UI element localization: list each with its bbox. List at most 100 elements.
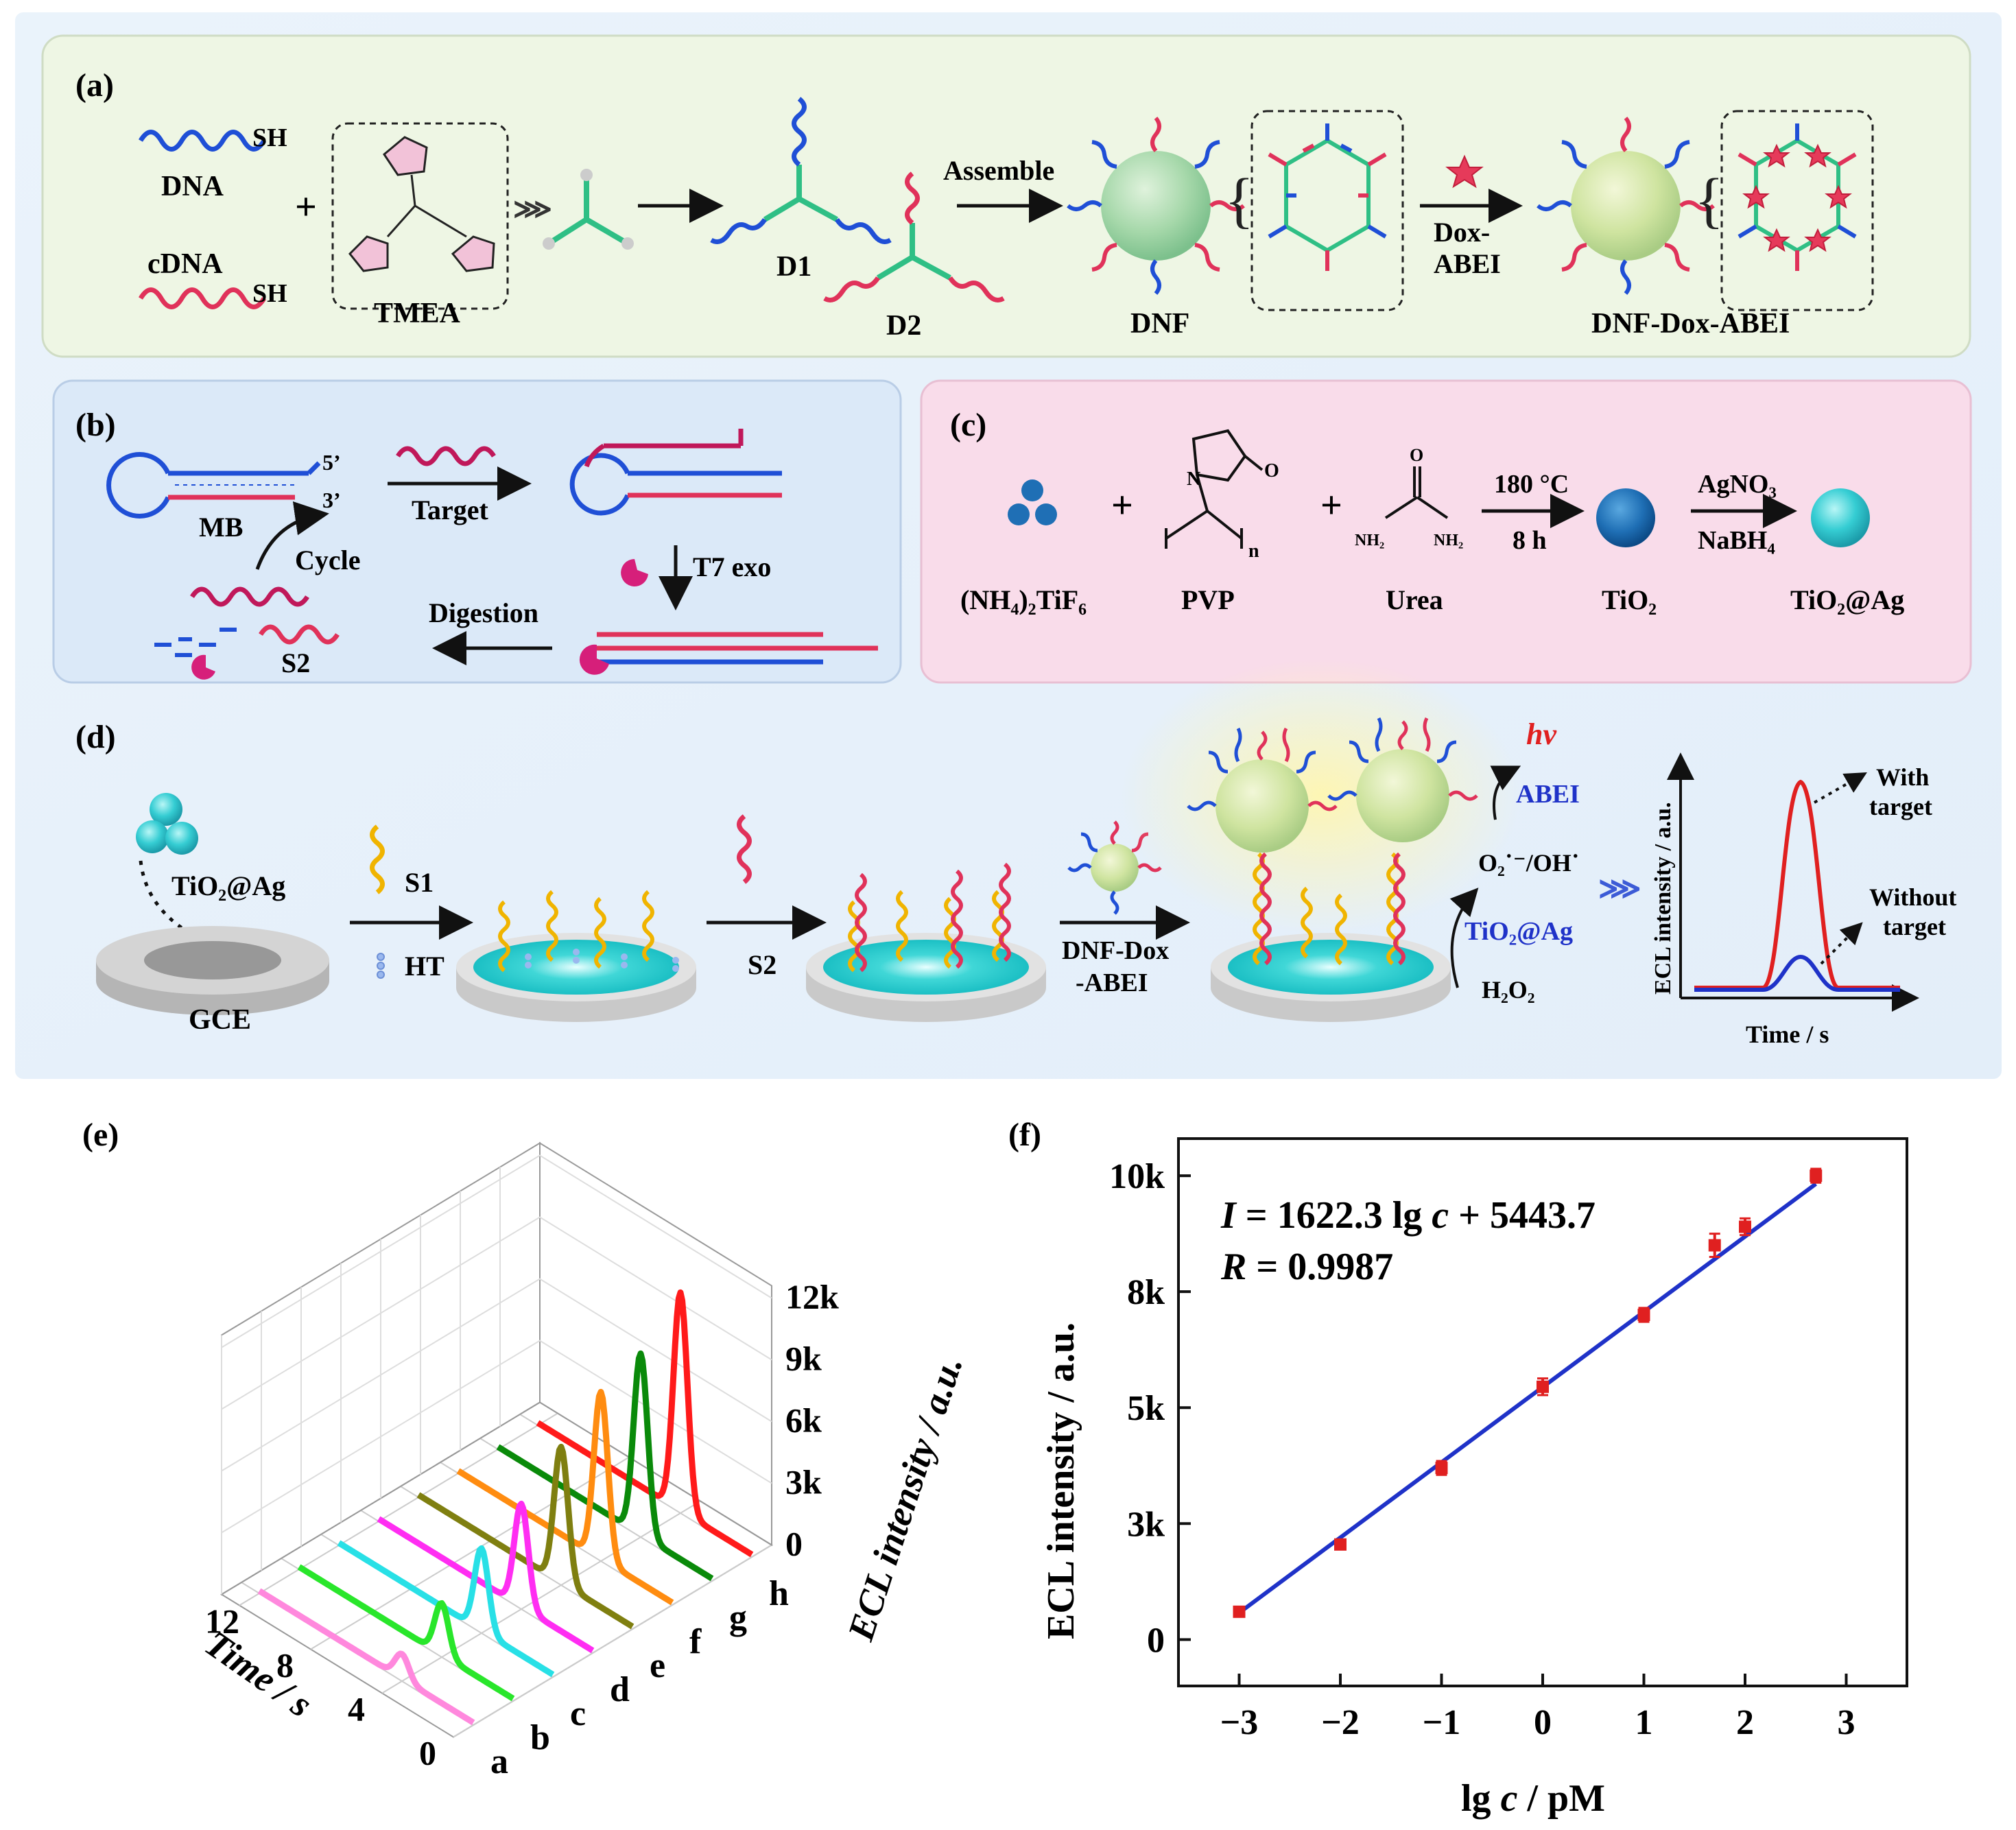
mini-curve-with-target [1694, 779, 1900, 990]
panel-b: (b) 5’ 3’ MB Target T7 exo [52, 379, 902, 684]
d2-structure [823, 171, 1005, 302]
dna-strand [138, 130, 267, 152]
x-tick-label: 2 [1736, 1703, 1754, 1742]
data-point [1537, 1380, 1549, 1393]
wall-gridline [221, 1154, 772, 1348]
x-tick-label: −3 [1220, 1703, 1259, 1742]
chevrons-d: ⋙ [1598, 872, 1641, 905]
r-value: R = 0.9987 [1220, 1246, 1393, 1288]
z-tick-label: 9k [785, 1340, 822, 1378]
without-target-2: target [1883, 913, 1946, 940]
floor-gridline [310, 1456, 630, 1650]
eq-var-c: c [1432, 1194, 1449, 1237]
plus-sign-a: + [295, 186, 317, 228]
y-tick-label: 3k [1127, 1505, 1165, 1544]
series-curve-g [496, 1350, 714, 1582]
series-label: e [650, 1646, 665, 1685]
data-point [1739, 1220, 1751, 1233]
tio2ag-label-d: TiO₂@Ag [171, 870, 285, 901]
plus-c1: + [1111, 484, 1133, 527]
eq-mid: = 1622.3 lg [1236, 1194, 1432, 1237]
tio2ag-label-c: TiO₂@Ag [1790, 584, 1904, 615]
dna-label: DNA [161, 171, 224, 202]
series-label: g [729, 1598, 747, 1637]
series-label: h [769, 1574, 789, 1613]
digestion-label: Digestion [429, 597, 538, 628]
calibration-chart: −3 −2 −1 0 1 2 3 0 3k 5k 8k 10k [1109, 1137, 1908, 1742]
dnf-dox-abei-label: DNF-Dox-ABEI [1591, 308, 1790, 340]
mini-curve-without-target [1694, 954, 1900, 992]
dnf-hex-lattice [1268, 123, 1387, 271]
series-curve-h [536, 1289, 754, 1558]
r-val: = 0.9987 [1246, 1246, 1393, 1288]
plus-c2: + [1320, 484, 1342, 527]
tio2ag-sphere [1811, 488, 1870, 547]
tio2ag-cat-label: TiO₂@Ag [1464, 917, 1573, 946]
urea-nh2-left: NH₂ [1355, 532, 1384, 549]
panel-d-label: (d) [75, 719, 116, 755]
e-xlabel: Time / s [198, 1623, 320, 1726]
panel-a-label: (a) [75, 67, 114, 104]
mini-ylabel: ECL intensity / a.u. [1650, 802, 1676, 995]
linker-node [580, 169, 593, 181]
d1-structure [710, 97, 892, 244]
time-label: 8 h [1513, 526, 1547, 555]
urea-o-label: O [1410, 445, 1423, 465]
f-ylabel: ECL intensity / a.u. [1040, 1322, 1082, 1639]
x-tick-label: 1 [1635, 1703, 1653, 1742]
panel-b-label: (b) [75, 407, 116, 443]
mb-label: MB [199, 512, 243, 543]
mini-ecl-plot [1667, 752, 1919, 1012]
dox-label-1: Dox- [1434, 217, 1490, 248]
cdna-sh-label: SH [252, 279, 287, 308]
agno3-label: AgNO₃ [1698, 470, 1777, 499]
dox-stars [1742, 143, 1852, 252]
gce-electrode [96, 926, 329, 1015]
series-curve-a [257, 1588, 475, 1726]
dox-lattice-box [1720, 110, 1874, 311]
dox-label-2: ABEI [1434, 248, 1501, 279]
tmea-label: TMEA [374, 298, 461, 329]
t7exo-label: T7 exo [693, 551, 771, 582]
data-point [1708, 1239, 1721, 1252]
h2o2-label: H₂O₂ [1482, 976, 1535, 1003]
dox-abei-star-icon [1445, 154, 1484, 189]
r-var: R [1220, 1246, 1246, 1288]
ht-label: HT [405, 951, 444, 982]
y-tick-label: 10k [1109, 1157, 1165, 1196]
tio2ag-particles [136, 793, 198, 855]
tmea-box [331, 122, 509, 310]
series-label: d [610, 1670, 630, 1709]
dox-hex-lattice [1738, 123, 1857, 271]
target-strand [396, 446, 496, 466]
cdna-label: cDNA [147, 248, 223, 280]
nh4-tif6-particles [1008, 479, 1057, 525]
pvp-o-label: O [1264, 460, 1279, 482]
dnf-bound-sphere-2 [1327, 717, 1478, 842]
t7-exo-icon [191, 654, 215, 680]
data-point [1637, 1308, 1650, 1321]
dna-sh-label: SH [252, 123, 287, 152]
x-tick-label: −2 [1321, 1703, 1360, 1742]
s1-label: S1 [405, 867, 434, 898]
urea-structure [1384, 466, 1449, 519]
e-zlabel: ECL intensity / a.u. [840, 1351, 971, 1646]
panel-e-label: (e) [82, 1117, 119, 1153]
tripod-linker [547, 175, 630, 246]
wall-gridline [221, 1340, 772, 1534]
panel-a: (a) SH DNA + cDNA SH TMEA ⋙ [41, 34, 1971, 358]
cdna-strand [138, 287, 267, 309]
z-tick-label: 6k [785, 1401, 822, 1440]
s2-strand-d [737, 814, 752, 884]
eq-tail: + 5443.7 [1449, 1194, 1596, 1237]
x-tick-label: 3 [1838, 1703, 1855, 1742]
series-label: b [530, 1718, 550, 1757]
wall-gridline [221, 1216, 772, 1410]
chevrons-a: ⋙ [513, 193, 552, 224]
f-xlabel: lg c / pM [1461, 1777, 1605, 1820]
eq-var-i: I [1220, 1194, 1237, 1237]
data-point [1233, 1605, 1246, 1618]
series-curve-e [416, 1443, 635, 1630]
released-target [190, 586, 309, 607]
